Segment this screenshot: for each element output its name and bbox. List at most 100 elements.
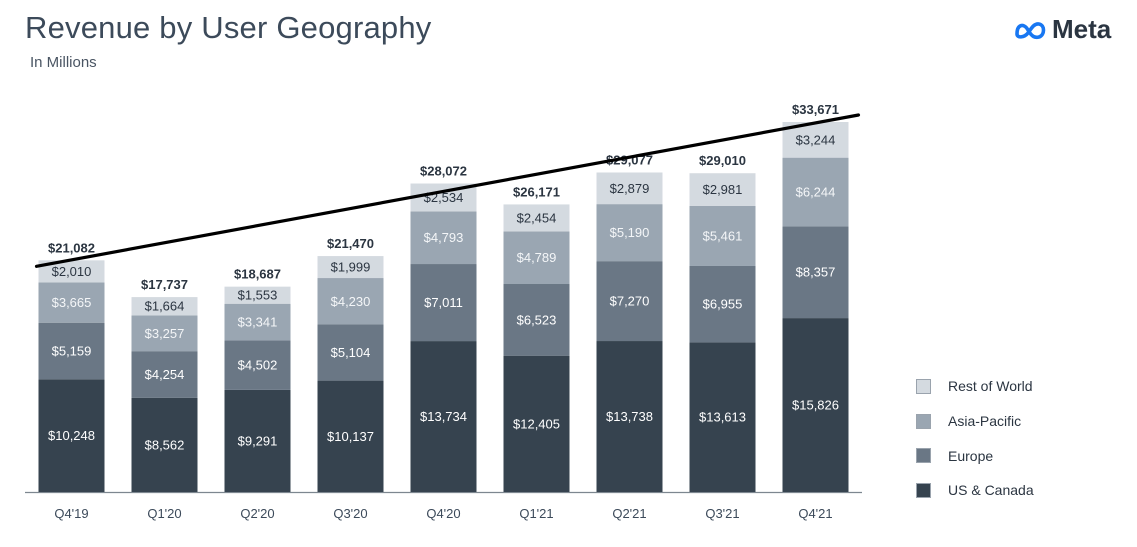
legend-label: Asia-Pacific [948,413,1022,430]
x-tick-label: Q3'20 [333,506,367,521]
value-label-rest-of-world: $3,244 [796,132,836,147]
total-label: $21,082 [48,240,95,255]
bar-segment-rest-of-world [596,172,663,205]
value-label-us-canada: $8,562 [145,437,185,452]
bar-segment-asia-pacific [317,278,384,325]
total-label: $21,470 [327,236,374,251]
value-label-europe: $4,254 [145,367,185,382]
bar-segment-us-canada [782,318,849,492]
value-label-asia-pacific: $3,665 [52,295,92,310]
bar-segment-asia-pacific [503,231,570,285]
meta-logo-text: Meta [1052,14,1112,44]
chart-legend: Rest of World Asia-Pacific Europe US & Cana… [916,369,1034,508]
bar-segment-europe [38,322,105,380]
bar-segment-us-canada [317,380,384,492]
value-label-rest-of-world: $1,999 [331,260,371,275]
bar-segment-us-canada [38,379,105,492]
value-label-rest-of-world: $1,553 [238,288,278,303]
value-label-rest-of-world: $2,981 [703,182,743,197]
bar-segment-asia-pacific [596,204,663,262]
total-label: $18,687 [234,267,281,282]
value-label-rest-of-world: $2,879 [610,181,650,196]
legend-label: US & Canada [948,482,1034,499]
legend-label: Rest of World [948,378,1033,395]
total-label: $33,671 [792,102,839,117]
bar-segment-asia-pacific [689,205,756,266]
bar-segment-europe [410,264,477,342]
legend-item-europe: Europe [916,438,1034,473]
value-label-europe: $6,955 [703,297,743,312]
value-label-asia-pacific: $4,230 [331,294,371,309]
bar-segment-us-canada [410,341,477,492]
legend-swatch [916,448,931,464]
value-label-us-canada: $10,137 [327,429,374,444]
bar-segment-rest-of-world [317,256,384,279]
bar-segment-europe [317,324,384,381]
bar-segment-europe [596,261,663,342]
bar-segment-europe [503,284,570,356]
value-label-rest-of-world: $2,454 [517,210,557,225]
bar-segment-us-canada [689,342,756,492]
value-label-us-canada: $13,738 [606,409,653,424]
value-label-asia-pacific: $3,341 [238,315,278,330]
x-tick-label: Q2'21 [612,506,646,521]
legend-item-asia-pacific: Asia-Pacific [916,404,1034,439]
value-label-us-canada: $10,248 [48,428,95,443]
value-label-asia-pacific: $5,190 [610,225,650,240]
x-tick-label: Q1'21 [519,506,553,521]
bar-segment-asia-pacific [38,282,105,323]
value-label-asia-pacific: $4,789 [517,250,557,265]
bar-segment-asia-pacific [224,303,291,341]
value-label-rest-of-world: $2,010 [52,264,92,279]
x-tick-label: Q3'21 [705,506,739,521]
legend-swatch [916,482,931,498]
meta-logo: Meta [1014,14,1111,45]
total-label: $28,072 [420,164,467,179]
legend-swatch [916,413,931,429]
total-label: $17,737 [141,277,188,292]
total-label: $26,171 [513,184,560,199]
bar-segment-europe [224,340,291,390]
value-label-us-canada: $12,405 [513,416,560,431]
value-label-rest-of-world: $1,664 [145,299,185,314]
x-tick-label: Q2'20 [240,506,274,521]
value-label-us-canada: $13,613 [699,410,746,425]
legend-swatch [916,378,931,394]
value-label-europe: $5,104 [331,345,371,360]
bar-segment-us-canada [224,389,291,492]
meta-infinity-icon [1015,21,1046,39]
bar-segment-us-canada [503,355,570,492]
value-label-europe: $5,159 [52,344,92,359]
value-label-asia-pacific: $3,257 [145,326,185,341]
x-tick-label: Q4'19 [54,506,88,521]
bar-segment-europe [782,226,849,319]
total-label: $29,010 [699,153,746,168]
value-label-asia-pacific: $6,244 [796,184,836,199]
bar-segment-asia-pacific [131,315,198,352]
chart-subtitle: In Millions [30,54,97,71]
legend-item-us-canada: US & Canada [916,473,1034,508]
x-tick-label: Q4'20 [426,506,460,521]
chart-title: Revenue by User Geography [25,10,432,45]
bar-segment-rest-of-world [131,297,198,316]
bar-segment-rest-of-world [689,173,756,206]
bar-segment-europe [689,265,756,343]
legend-label: Europe [948,447,994,464]
bar-segment-us-canada [596,341,663,492]
value-label-europe: $8,357 [796,265,836,280]
bar-segment-europe [131,351,198,398]
value-label-europe: $7,270 [610,294,650,309]
value-label-asia-pacific: $5,461 [703,228,743,243]
trend-line [34,113,861,268]
value-label-us-canada: $13,734 [420,409,467,424]
value-label-europe: $7,011 [424,295,463,310]
value-label-us-canada: $15,826 [792,398,839,413]
bar-segment-rest-of-world [224,286,291,304]
legend-item-rest-of-world: Rest of World [916,369,1034,404]
value-label-us-canada: $9,291 [238,433,278,448]
value-label-europe: $6,523 [517,312,557,327]
bar-segment-us-canada [131,397,198,492]
bar-segment-asia-pacific [782,157,849,227]
bar-segment-rest-of-world [503,204,570,232]
